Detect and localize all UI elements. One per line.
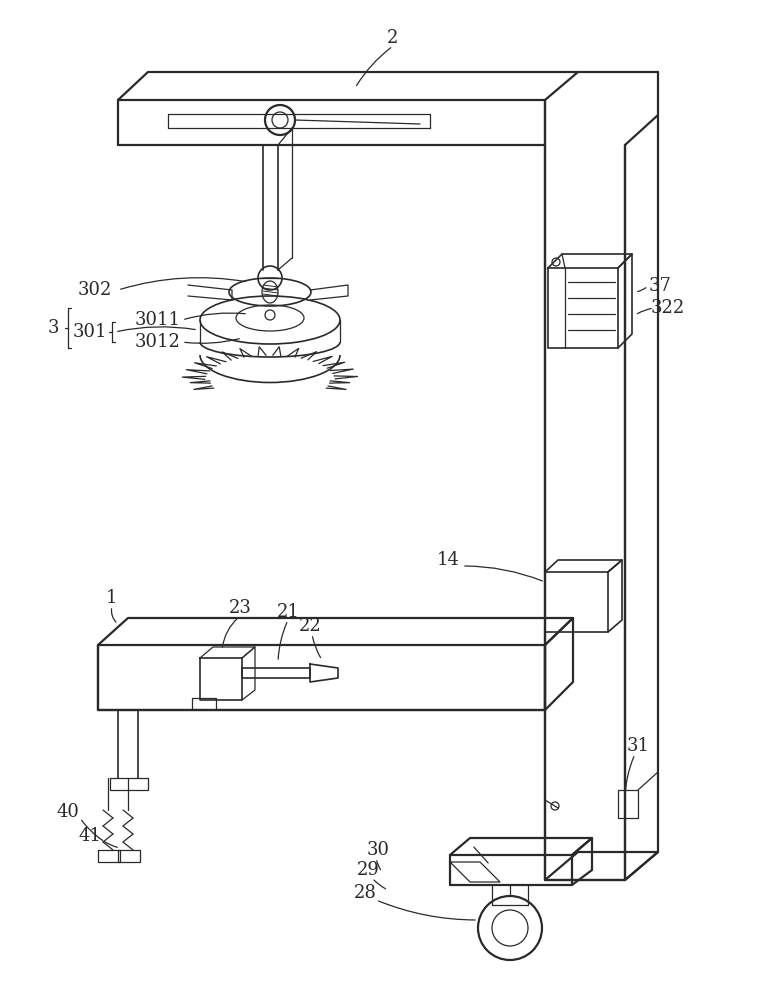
Text: 21: 21 xyxy=(276,603,299,621)
Text: 23: 23 xyxy=(229,599,251,617)
Text: 22: 22 xyxy=(298,617,321,635)
Text: 28: 28 xyxy=(354,884,376,902)
Text: 30: 30 xyxy=(366,841,390,859)
Text: 301: 301 xyxy=(73,323,107,341)
Text: 2: 2 xyxy=(387,29,398,47)
Text: 14: 14 xyxy=(437,551,459,569)
Text: 302: 302 xyxy=(78,281,112,299)
Text: 29: 29 xyxy=(357,861,380,879)
Text: 1: 1 xyxy=(106,589,118,607)
Text: 31: 31 xyxy=(626,737,650,755)
Text: 322: 322 xyxy=(651,299,685,317)
Text: 3011: 3011 xyxy=(135,311,181,329)
Text: 41: 41 xyxy=(79,827,102,845)
Text: 37: 37 xyxy=(648,277,672,295)
Text: 40: 40 xyxy=(56,803,80,821)
Text: 3012: 3012 xyxy=(135,333,181,351)
Text: 3: 3 xyxy=(47,319,59,337)
